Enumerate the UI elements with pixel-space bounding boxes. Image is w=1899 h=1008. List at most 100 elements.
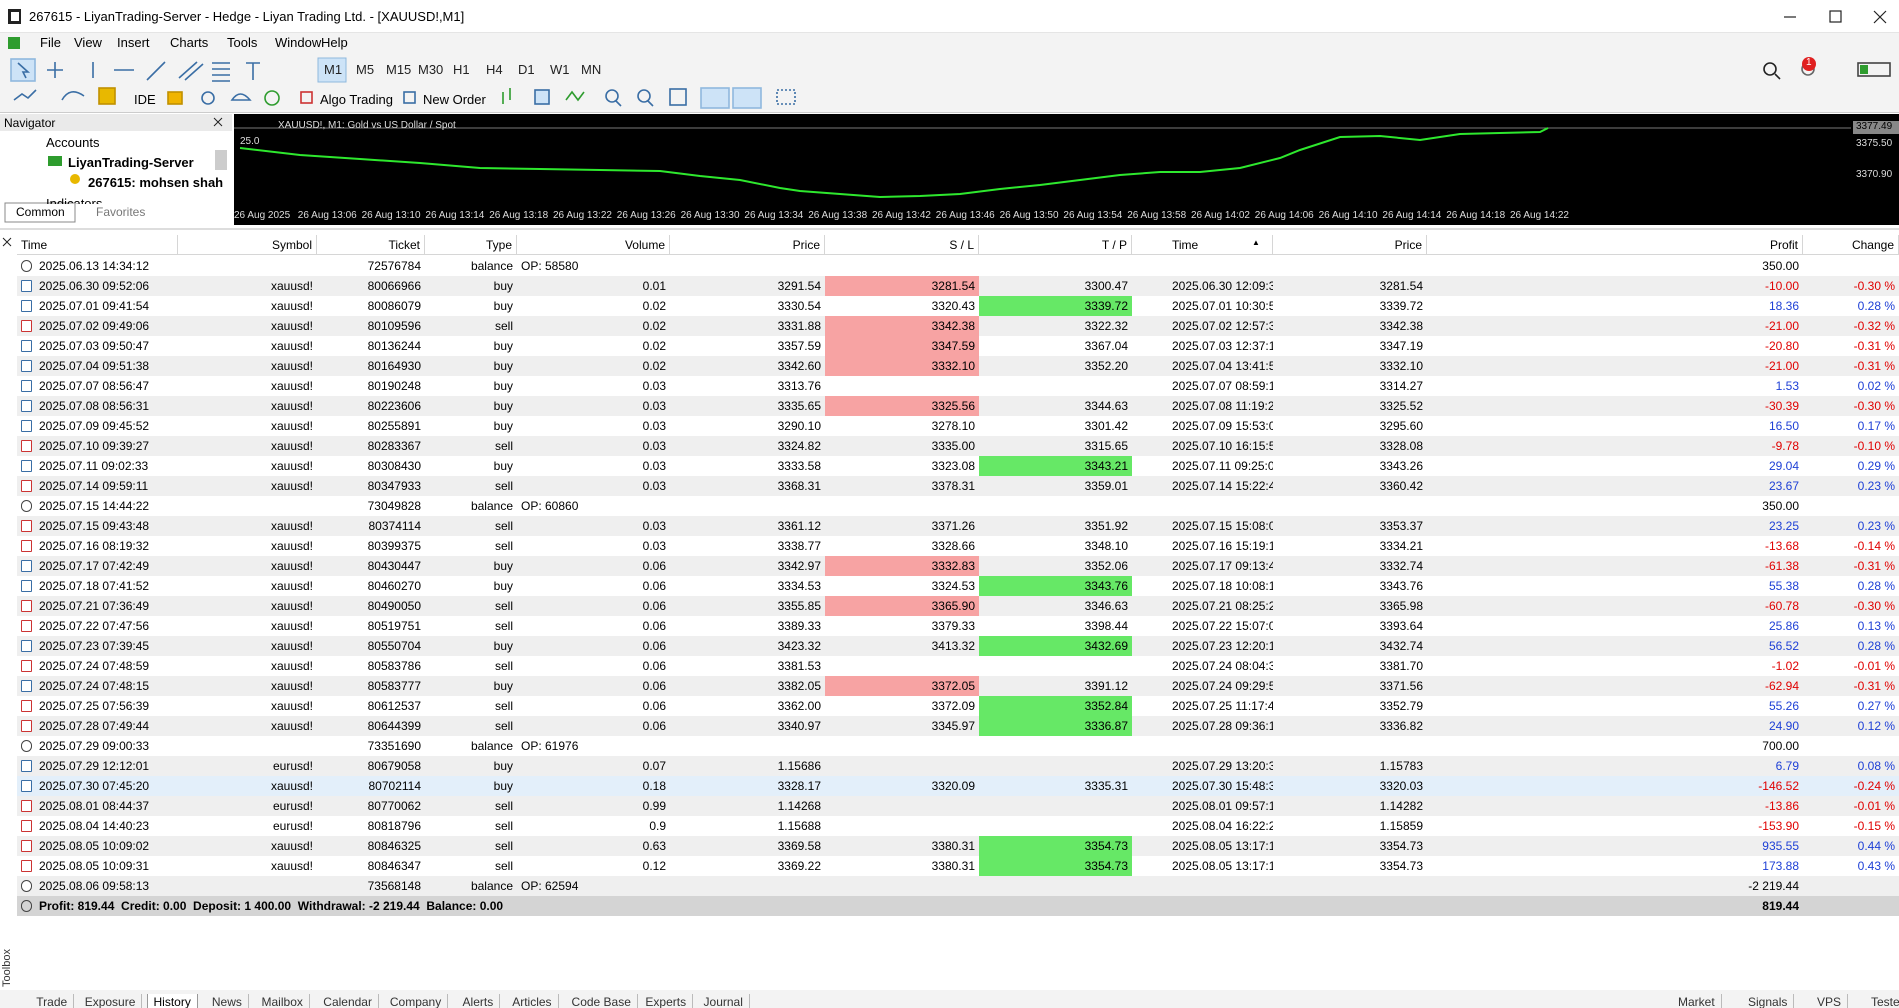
table-row[interactable]: [17, 436, 1899, 456]
timeframe-button[interactable]: D1: [518, 62, 535, 77]
table-row[interactable]: [17, 696, 1899, 716]
timeframe-button[interactable]: M30: [418, 62, 444, 77]
menu-item[interactable]: Tools: [227, 35, 258, 50]
column-header[interactable]: Time: [1132, 235, 1273, 255]
nav-server[interactable]: LiyanTrading-Server: [68, 155, 194, 170]
timeframe-button[interactable]: W1: [550, 62, 570, 77]
cell-symbol: eurusd!: [272, 799, 313, 813]
maximize[interactable]: [1829, 10, 1842, 23]
table-row[interactable]: [17, 656, 1899, 676]
menu-item[interactable]: Insert: [117, 35, 150, 50]
nav-tab[interactable]: Favorites: [96, 205, 146, 219]
menu-item[interactable]: Charts: [170, 35, 209, 50]
status-tab[interactable]: VPS: [1811, 994, 1849, 1008]
table-row[interactable]: [17, 856, 1899, 876]
cell-time: 2025.07.15 09:43:48: [39, 519, 150, 533]
tf-selected: [317, 57, 347, 83]
table-row[interactable]: [17, 796, 1899, 816]
table-row[interactable]: [17, 876, 1899, 896]
bottom-tab[interactable]: Code Base: [566, 994, 638, 1008]
table-row[interactable]: [17, 416, 1899, 436]
cell-ticket: 80374114: [368, 519, 422, 533]
table-row[interactable]: [17, 376, 1899, 396]
status-tab[interactable]: Tester: [1865, 994, 1899, 1008]
nav-accounts[interactable]: Accounts: [46, 135, 100, 150]
status-tab[interactable]: Signals: [1742, 994, 1795, 1008]
bottom-tab[interactable]: Mailbox: [256, 994, 310, 1008]
timeframe-button[interactable]: H1: [453, 62, 470, 77]
cell-ticket: 80164930: [367, 359, 421, 373]
bottom-tab[interactable]: Experts: [639, 994, 694, 1008]
nav-account[interactable]: 267615: mohsen shah: [88, 175, 224, 190]
column-header[interactable]: Symbol: [178, 235, 317, 255]
algo-trading-button[interactable]: Algo Trading: [320, 92, 393, 107]
timeframe-button[interactable]: MN: [581, 62, 602, 77]
table-row[interactable]: [17, 576, 1899, 596]
timeframe-button[interactable]: M15: [386, 62, 412, 77]
bottom-tab[interactable]: Calendar: [317, 994, 379, 1008]
bottom-tab[interactable]: Trade: [30, 994, 75, 1008]
cell-symbol: eurusd!: [272, 819, 313, 833]
table-row[interactable]: [17, 716, 1899, 736]
deal-icon: [21, 640, 32, 652]
timeframe-button[interactable]: H4: [486, 62, 503, 77]
cell-profit: -153.90: [1758, 819, 1799, 833]
table-row[interactable]: [17, 836, 1899, 856]
column-header[interactable]: Profit: [1427, 235, 1803, 255]
bottom-tab[interactable]: Articles: [506, 994, 559, 1008]
menu-item[interactable]: File: [40, 35, 61, 50]
close[interactable]: [1873, 10, 1887, 24]
column-header[interactable]: Price: [1273, 235, 1427, 255]
cell-type: sell: [494, 319, 513, 333]
menu-item[interactable]: Help: [321, 35, 348, 50]
cell-type: buy: [493, 279, 513, 293]
table-row[interactable]: [17, 296, 1899, 316]
status-tab[interactable]: Market: [1672, 994, 1722, 1008]
bottom-tab[interactable]: Exposure: [79, 994, 143, 1008]
cell-change: -0.14 %: [1853, 539, 1895, 553]
menu-item[interactable]: View: [74, 35, 102, 50]
table-row[interactable]: [17, 616, 1899, 636]
column-header[interactable]: S / L: [825, 235, 979, 255]
table-row[interactable]: [17, 736, 1899, 756]
cell-sl: 3372.09: [931, 699, 975, 713]
cell-tp: 3432.69: [979, 636, 1132, 656]
table-row[interactable]: [17, 756, 1899, 776]
table-row[interactable]: [17, 776, 1899, 796]
ide-button[interactable]: IDE: [134, 92, 156, 107]
table-row[interactable]: [17, 456, 1899, 476]
timeframe-button[interactable]: M1: [324, 62, 343, 77]
new-order-button[interactable]: New Order: [423, 92, 486, 107]
column-header[interactable]: Time: [17, 235, 178, 255]
column-header[interactable]: T / P: [979, 235, 1132, 255]
cell-sl: 3380.31: [931, 839, 975, 853]
bottom-tab[interactable]: Alerts: [457, 994, 501, 1008]
column-header[interactable]: Ticket: [317, 235, 425, 255]
table-row[interactable]: [17, 256, 1899, 276]
cell-ticket: 80490050: [367, 599, 421, 613]
menu-item[interactable]: Window: [275, 35, 322, 50]
bottom-tab[interactable]: News: [206, 994, 249, 1008]
column-header[interactable]: Price: [670, 235, 825, 255]
nav-close[interactable]: [213, 117, 223, 127]
bottom-tab[interactable]: Journal: [698, 994, 750, 1008]
cell-change: -0.10 %: [1853, 439, 1895, 453]
toolbox-close[interactable]: [2, 237, 12, 247]
column-header[interactable]: Volume: [517, 235, 670, 255]
table-row[interactable]: [17, 636, 1899, 656]
bottom-tab[interactable]: Company: [384, 994, 449, 1008]
column-header[interactable]: Change: [1803, 235, 1899, 255]
column-header[interactable]: Type: [425, 235, 517, 255]
cell-change: -0.32 %: [1853, 319, 1895, 333]
table-row[interactable]: [17, 476, 1899, 496]
table-row[interactable]: [17, 816, 1899, 836]
timeframe-button[interactable]: M5: [356, 62, 375, 77]
time-label: 26 Aug 13:34: [744, 210, 804, 221]
cell-time: 2025.07.09 09:45:52: [39, 419, 150, 433]
table-row[interactable]: [17, 516, 1899, 536]
bottom-tab[interactable]: History: [146, 994, 198, 1008]
table-row[interactable]: [17, 536, 1899, 556]
cell-change: -0.15 %: [1853, 819, 1895, 833]
nav-tab[interactable]: Common: [16, 205, 65, 219]
table-row[interactable]: [17, 496, 1899, 516]
